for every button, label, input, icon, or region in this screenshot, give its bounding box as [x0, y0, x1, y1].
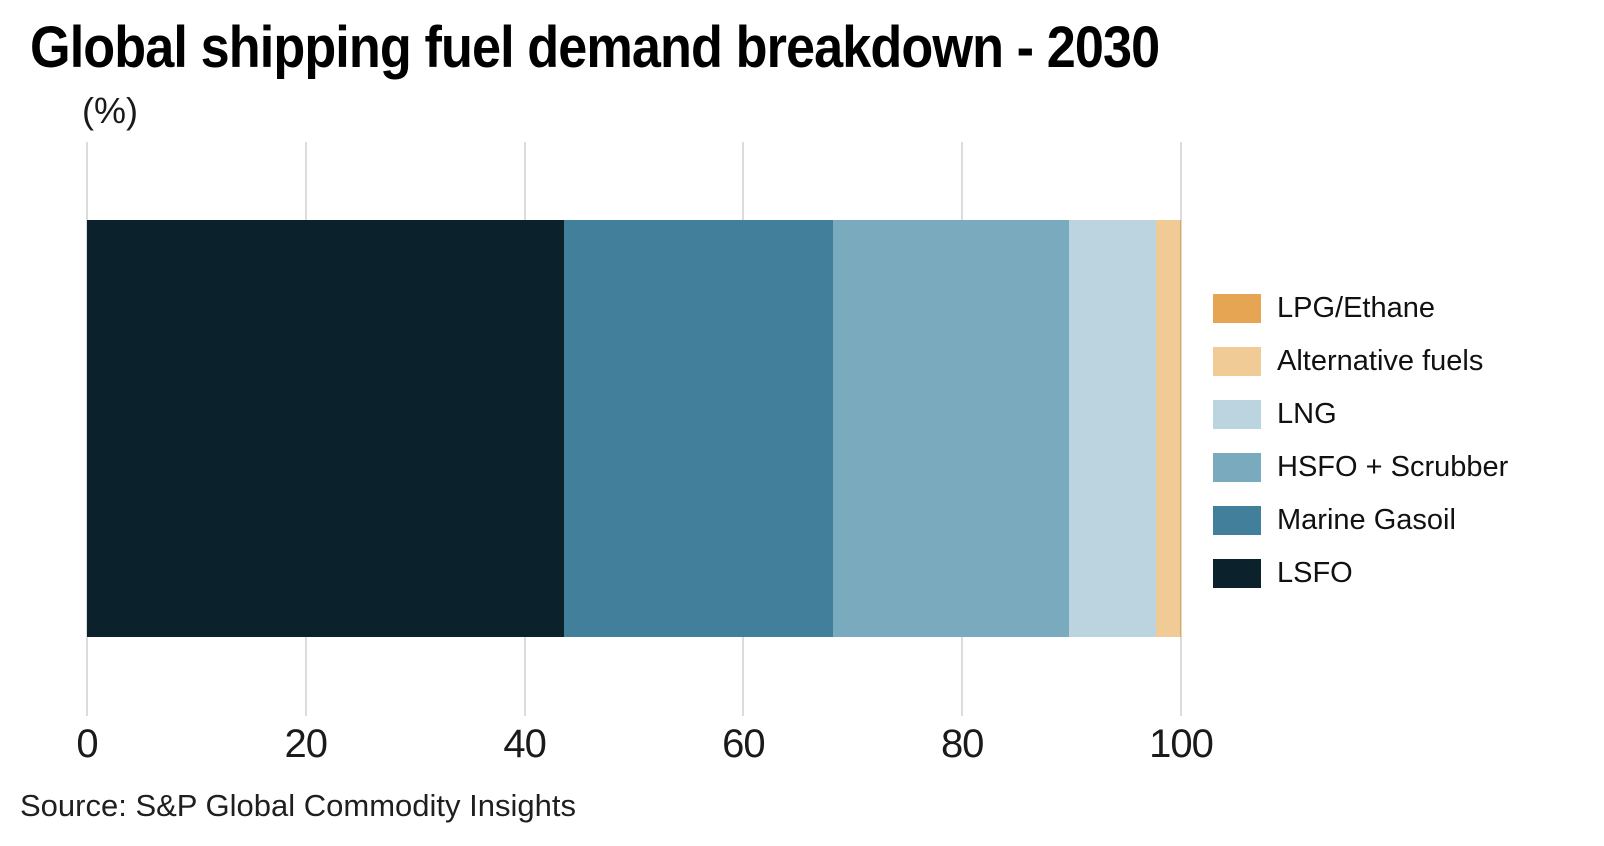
x-tick-label-20: 20 [284, 722, 328, 766]
bar-segment-lng [1069, 220, 1156, 637]
x-tick-label-100: 100 [1149, 722, 1214, 766]
y-axis-unit-label: (%) [82, 90, 138, 131]
legend-swatch-icon [1213, 347, 1261, 376]
bar-segment-lpg-ethane [1179, 220, 1181, 637]
legend-item-lng: LNG [1213, 398, 1508, 430]
legend-swatch-icon [1213, 559, 1261, 588]
x-tick-label-0: 0 [76, 722, 98, 766]
stacked-bar [87, 220, 1181, 637]
legend-label: LNG [1277, 398, 1337, 430]
bar-segment-alternative-fuels [1155, 220, 1180, 637]
page-title: Global shipping fuel demand breakdown - … [30, 15, 1160, 80]
legend-label: Alternative fuels [1277, 345, 1484, 377]
legend-label: Marine Gasoil [1277, 504, 1456, 536]
x-tick-label-40: 40 [503, 722, 546, 766]
legend-swatch-icon [1213, 453, 1261, 482]
legend-label: LPG/Ethane [1277, 292, 1435, 324]
legend-label: LSFO [1277, 557, 1353, 589]
x-tick-label-60: 60 [722, 722, 765, 766]
legend-swatch-icon [1213, 506, 1261, 535]
bar-segment-marine-gasoil [563, 220, 834, 637]
legend-item-lpg-ethane: LPG/Ethane [1213, 292, 1508, 324]
legend-item-lsfo: LSFO [1213, 557, 1508, 589]
bar-segment-lsfo [87, 220, 564, 637]
plot-area [86, 142, 1182, 716]
legend-swatch-icon [1213, 400, 1261, 429]
legend-item-alternative-fuels: Alternative fuels [1213, 345, 1508, 377]
x-tick-label-80: 80 [940, 722, 984, 766]
legend: LPG/Ethane Alternative fuels LNG HSFO + Scr… [1213, 292, 1509, 589]
legend-label: HSFO + Scrubber [1277, 451, 1509, 483]
legend-item-marine-gasoil: Marine Gasoil [1213, 504, 1508, 536]
legend-item-hsfo-scrubber: HSFO + Scrubber [1213, 451, 1509, 483]
legend-swatch-icon [1213, 294, 1261, 323]
bar-segment-hsfo-scrubber [833, 220, 1070, 637]
gridline-x-100 [1180, 142, 1182, 716]
source-attribution: Source: S&P Global Commodity Insights [20, 788, 576, 823]
